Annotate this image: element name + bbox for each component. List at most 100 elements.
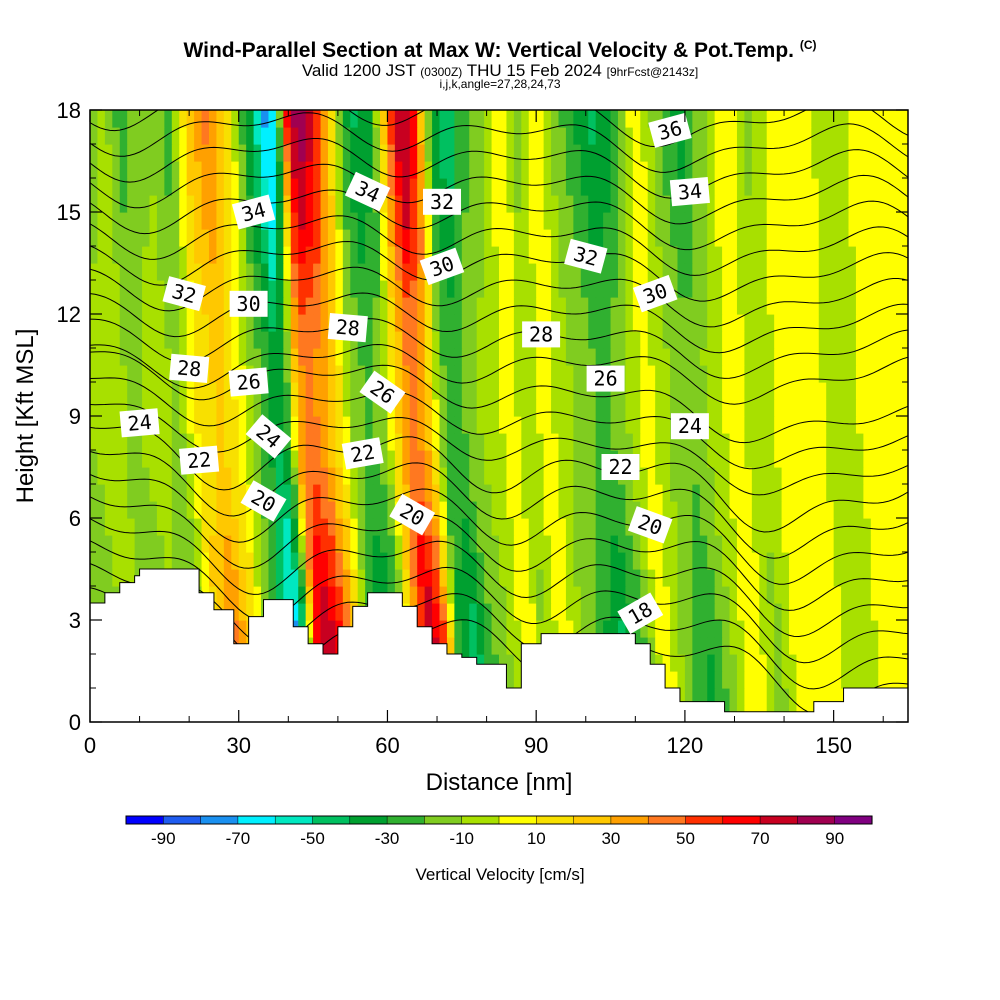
w-cell bbox=[833, 212, 842, 230]
w-cell bbox=[893, 552, 902, 570]
w-cell bbox=[521, 365, 530, 383]
w-cell bbox=[670, 161, 679, 179]
w-cell bbox=[863, 450, 872, 468]
colorbar-swatch bbox=[125, 815, 164, 825]
w-cell bbox=[238, 229, 247, 247]
w-cell bbox=[357, 348, 366, 366]
w-cell bbox=[246, 229, 255, 247]
w-cell bbox=[350, 467, 359, 485]
w-cell bbox=[595, 620, 604, 638]
w-cell bbox=[208, 195, 218, 213]
w-cell bbox=[833, 382, 842, 400]
w-cell bbox=[684, 433, 693, 451]
w-cell bbox=[588, 280, 597, 298]
w-cell bbox=[506, 263, 515, 281]
w-cell bbox=[156, 110, 165, 128]
w-cell bbox=[469, 161, 478, 179]
w-cell bbox=[424, 365, 433, 383]
w-cell bbox=[350, 501, 359, 519]
w-cell bbox=[387, 178, 396, 196]
w-cell bbox=[313, 467, 322, 485]
w-cell bbox=[97, 518, 106, 536]
w-cell bbox=[617, 110, 627, 128]
w-cell bbox=[818, 144, 827, 162]
w-cell bbox=[833, 501, 842, 519]
w-cell bbox=[722, 348, 731, 366]
w-cell bbox=[707, 586, 716, 604]
w-cell bbox=[409, 399, 418, 417]
w-cell bbox=[528, 178, 537, 196]
w-cell bbox=[796, 280, 805, 298]
w-cell bbox=[484, 586, 493, 604]
w-cell bbox=[900, 382, 908, 400]
w-cell bbox=[603, 569, 612, 587]
w-cell bbox=[900, 365, 908, 383]
w-cell bbox=[640, 365, 649, 383]
w-cell bbox=[461, 518, 470, 536]
w-cell bbox=[246, 450, 255, 468]
theta-contour-label: 30 bbox=[229, 290, 268, 317]
w-cell bbox=[499, 229, 508, 247]
w-cell bbox=[878, 229, 887, 247]
w-cell bbox=[112, 110, 121, 128]
w-cell bbox=[313, 569, 322, 587]
w-cell bbox=[261, 110, 270, 128]
w-cell bbox=[409, 535, 418, 553]
w-cell bbox=[603, 297, 612, 315]
w-cell bbox=[268, 382, 277, 400]
w-cell bbox=[603, 433, 612, 451]
w-cell bbox=[521, 620, 530, 638]
w-cell bbox=[662, 603, 671, 621]
w-cell bbox=[900, 178, 908, 196]
w-cell bbox=[253, 603, 262, 621]
w-cell bbox=[558, 331, 567, 349]
w-cell bbox=[432, 467, 441, 485]
w-cell bbox=[275, 263, 284, 281]
w-cell bbox=[454, 314, 463, 332]
w-cell bbox=[900, 280, 908, 298]
w-cell bbox=[826, 246, 835, 264]
w-cell bbox=[491, 297, 500, 315]
w-cell bbox=[751, 144, 760, 162]
w-cell bbox=[796, 195, 805, 213]
w-cell bbox=[134, 331, 143, 349]
w-cell bbox=[283, 348, 292, 366]
w-cell bbox=[134, 365, 143, 383]
w-cell bbox=[848, 450, 857, 468]
w-cell bbox=[759, 195, 768, 213]
w-cell bbox=[305, 314, 314, 332]
w-cell bbox=[841, 637, 850, 655]
w-cell bbox=[848, 671, 857, 689]
w-cell bbox=[647, 586, 656, 604]
w-cell bbox=[774, 586, 783, 604]
w-cell bbox=[506, 348, 515, 366]
w-cell bbox=[789, 518, 798, 536]
w-cell bbox=[97, 348, 106, 366]
w-cell bbox=[521, 518, 530, 536]
w-cell bbox=[194, 127, 203, 145]
w-cell bbox=[662, 195, 671, 213]
w-cell bbox=[684, 637, 693, 655]
w-cell bbox=[551, 603, 560, 621]
w-cell bbox=[640, 467, 649, 485]
y-tick-label: 18 bbox=[57, 98, 81, 123]
w-cell bbox=[156, 518, 165, 536]
w-cell bbox=[127, 467, 136, 485]
w-cell bbox=[372, 297, 381, 315]
w-cell bbox=[164, 433, 173, 451]
w-cell bbox=[499, 569, 508, 587]
w-cell bbox=[551, 348, 560, 366]
w-cell bbox=[179, 144, 188, 162]
w-cell bbox=[647, 552, 656, 570]
w-cell bbox=[625, 348, 634, 366]
w-cell bbox=[863, 501, 872, 519]
w-cell bbox=[432, 535, 441, 553]
w-cell bbox=[164, 382, 173, 400]
w-cell bbox=[149, 484, 158, 502]
w-cell bbox=[223, 178, 232, 196]
w-cell bbox=[796, 161, 805, 179]
w-cell bbox=[551, 569, 560, 587]
w-cell bbox=[357, 586, 366, 604]
w-cell bbox=[335, 603, 344, 621]
w-cell bbox=[387, 127, 396, 145]
